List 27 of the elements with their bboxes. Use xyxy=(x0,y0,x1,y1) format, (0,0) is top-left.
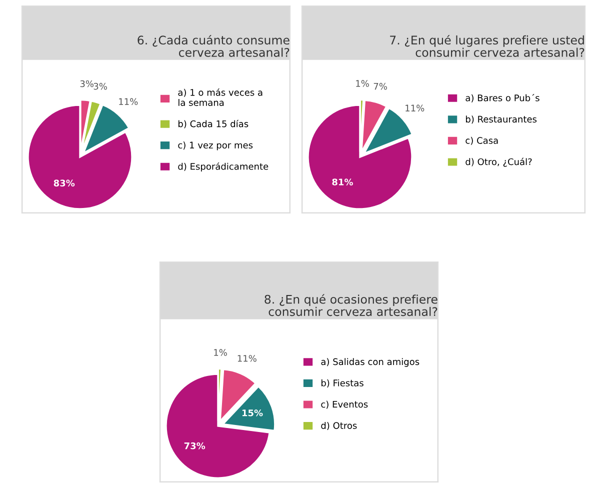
legend-label: d) Esporádicamente xyxy=(178,162,268,172)
data-label: 83% xyxy=(54,180,75,186)
chart-title: 8. ¿En qué ocasiones prefiere consumir cerveza artesanal? xyxy=(264,294,438,316)
legend-label: d) Otros xyxy=(321,422,357,430)
legend-label: b) Fiestas xyxy=(321,379,364,388)
legend-label: d) Otro, ¿Cuál? xyxy=(466,158,532,167)
chart-title: 7. ¿En qué lugares prefiere usted consumir cerveza artesanal? xyxy=(390,34,584,57)
data-label: 73% xyxy=(184,442,206,450)
data-label: 1% xyxy=(214,349,227,356)
legend-label: c) 1 vez por mes xyxy=(178,142,253,150)
legend-label: c) Eventos xyxy=(321,400,368,409)
legend-label: a) Bares o Pub´s xyxy=(466,94,540,102)
chart-title: 6. ¿Cada cuánto consume cerveza artesanal? xyxy=(138,34,290,57)
legend-label: a) Salidas con amigos xyxy=(321,358,420,367)
data-label: 1% xyxy=(356,80,369,87)
data-label: 81% xyxy=(332,178,353,186)
data-label: 7% xyxy=(374,82,387,90)
data-label: 3% xyxy=(80,80,94,88)
data-label: 11% xyxy=(238,354,256,362)
data-label: 11% xyxy=(406,104,424,112)
legend-label: a) 1 o más veces a la semana xyxy=(178,88,262,106)
legend-label: b) Cada 15 días xyxy=(178,120,248,128)
data-label: 3% xyxy=(94,82,107,90)
data-label: 15% xyxy=(242,409,263,416)
data-label: 11% xyxy=(119,98,138,106)
legend-label: c) Casa xyxy=(466,136,498,145)
legend-label: b) Restaurantes xyxy=(466,116,537,124)
